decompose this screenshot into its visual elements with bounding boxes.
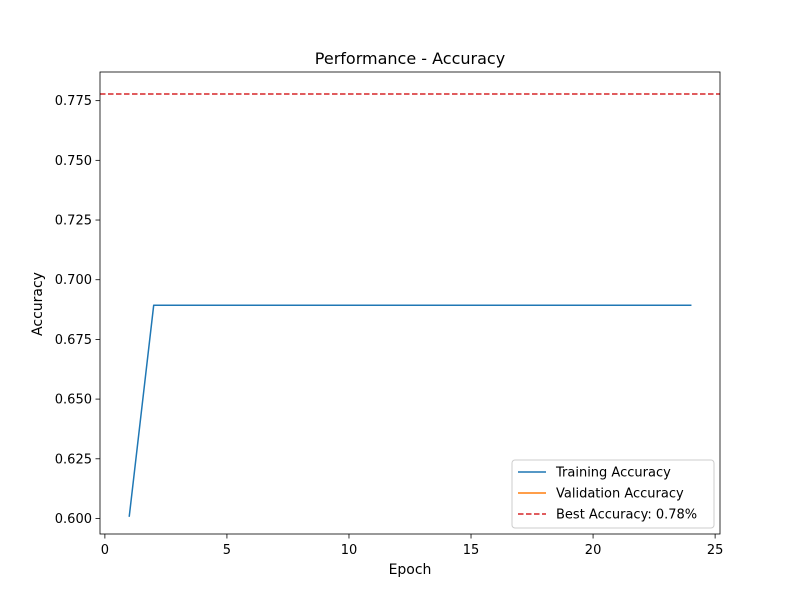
x-tick-label: 15 xyxy=(463,543,480,558)
y-tick-label: 0.700 xyxy=(55,273,92,288)
legend: Training Accuracy Validation Accuracy Best… xyxy=(511,459,715,529)
legend-entry-series-1-label: Validation Accuracy xyxy=(556,487,684,502)
y-tick-label: 0.725 xyxy=(55,214,92,229)
y-tick-label: 0.675 xyxy=(55,333,92,348)
x-tick-label: 25 xyxy=(707,543,724,558)
axes: 0 5 10 15 20 25 0.600 0.625 0.650 0.675 0.700 0.725… xyxy=(55,71,724,558)
legend-entry-reference-0-label: Best Accuracy: 0.78% xyxy=(556,508,697,523)
legend-entry-series-0-label: Training Accuracy xyxy=(555,466,671,481)
y-tick-label: 0.750 xyxy=(55,154,92,169)
y-tick-label: 0.600 xyxy=(55,512,92,527)
chart-title: Performance - Accuracy xyxy=(315,49,505,68)
legend-box xyxy=(511,459,715,529)
plot-area xyxy=(100,93,720,517)
series-line-0 xyxy=(128,304,692,517)
y-tick-label: 0.775 xyxy=(55,94,92,109)
x-tick-label: 20 xyxy=(585,543,602,558)
x-tick-label: 5 xyxy=(223,543,231,558)
y-axis-label: Accuracy xyxy=(30,272,46,336)
y-tick-label: 0.625 xyxy=(55,452,92,467)
x-tick-label: 10 xyxy=(341,543,358,558)
y-tick-label: 0.650 xyxy=(55,393,92,408)
x-tick-label: 0 xyxy=(101,543,109,558)
axes-frame xyxy=(99,71,721,535)
x-axis-label: Epoch xyxy=(389,562,432,578)
